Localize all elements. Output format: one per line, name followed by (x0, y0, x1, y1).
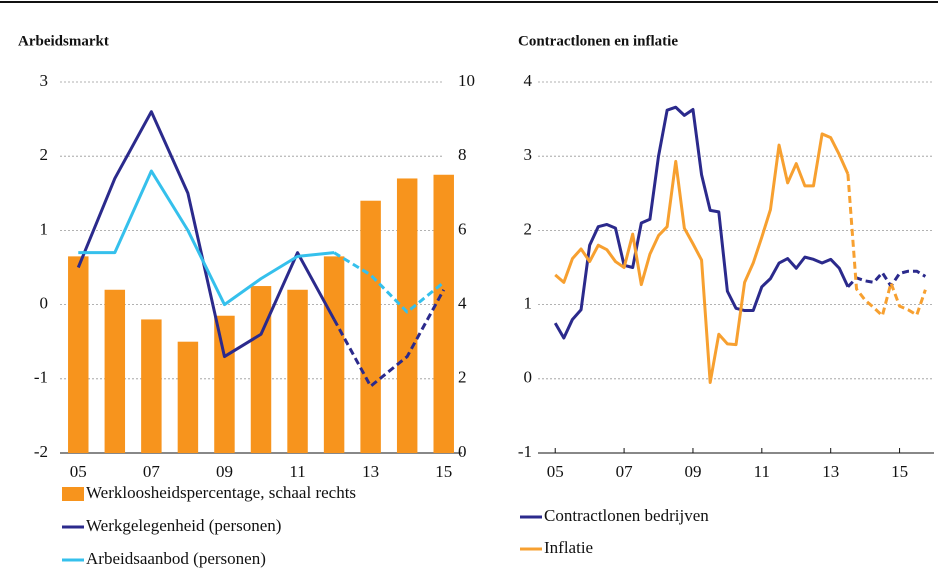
bar (360, 200, 381, 453)
line-series (333, 251, 445, 314)
y2-tick-label: 0 (458, 442, 467, 461)
x-tick-label: 05 (70, 462, 87, 481)
x-tick-label: 09 (684, 462, 701, 481)
line-series (76, 110, 336, 359)
y2-tick-label: 10 (458, 71, 475, 90)
bar (323, 256, 345, 453)
legend-label: Inflatie (544, 538, 593, 557)
y-tick-label: 3 (40, 71, 49, 90)
legend-label: Werkloosheidspercentage, schaal rechts (86, 483, 356, 502)
y2-tick-label: 6 (458, 219, 467, 238)
x-tick-label: 13 (822, 462, 839, 481)
legend-marker (62, 487, 84, 501)
x-tick-label: 11 (289, 462, 305, 481)
line-series (78, 169, 335, 307)
y2-tick-label: 4 (458, 294, 467, 313)
x-tick-label: 09 (216, 462, 233, 481)
line-series (846, 173, 927, 318)
line-series (846, 269, 927, 288)
y-tick-label: 0 (524, 368, 533, 387)
bar (287, 289, 308, 453)
y-tick-label: 2 (524, 219, 533, 238)
chart-title: Contractlonen en inflatie (518, 33, 678, 49)
y-tick-label: 3 (524, 145, 533, 164)
x-tick-label: 05 (547, 462, 564, 481)
bar (250, 286, 272, 453)
y-tick-label: 0 (40, 294, 49, 313)
bar (214, 315, 235, 453)
bar (104, 289, 126, 453)
line-series (554, 132, 850, 385)
bar (433, 174, 454, 453)
line-series (553, 105, 850, 340)
y-tick-label: 1 (40, 219, 49, 238)
y-tick-label: -1 (34, 368, 48, 387)
x-tick-label: 13 (362, 462, 379, 481)
x-tick-label: 11 (754, 462, 770, 481)
bar (141, 319, 162, 453)
x-tick-label: 15 (891, 462, 908, 481)
y-tick-label: 1 (524, 294, 533, 313)
x-tick-label: 15 (435, 462, 452, 481)
chart-title: Arbeidsmarkt (18, 33, 109, 49)
y2-tick-label: 8 (458, 145, 467, 164)
y-tick-label: 2 (40, 145, 49, 164)
y-tick-label: -1 (518, 442, 532, 461)
legend-label: Contractlonen bedrijven (544, 506, 709, 525)
x-tick-label: 07 (143, 462, 161, 481)
bar (177, 341, 199, 453)
bar (396, 178, 418, 453)
y-tick-label: 4 (524, 71, 533, 90)
line-series (332, 289, 446, 388)
legend-label: Werkgelegenheid (personen) (86, 516, 281, 535)
y-tick-label: -2 (34, 442, 48, 461)
bar (68, 256, 89, 453)
x-tick-label: 07 (616, 462, 634, 481)
legend-label: Arbeidsaanbod (personen) (86, 549, 266, 568)
y2-tick-label: 2 (458, 368, 467, 387)
